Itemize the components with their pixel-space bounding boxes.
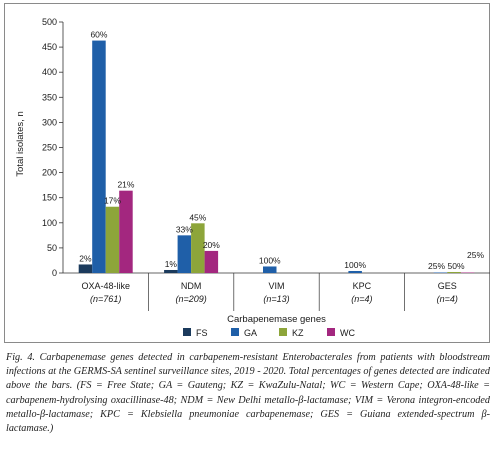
figure-frame: 0 50 100 150 200 250 300 350 400 450 500 2% 60% 17% 2… — [4, 3, 490, 343]
bar-ga — [433, 272, 448, 273]
bar-wc — [119, 190, 133, 273]
category-n-label: (n=209) — [175, 294, 206, 304]
category-label: VIM — [268, 281, 284, 291]
y-tick-label: 100 — [42, 218, 57, 228]
category-label: GES — [438, 281, 457, 291]
bar-percent-label: 17% — [104, 196, 121, 206]
chart-axes: 0 50 100 150 200 250 300 350 400 450 500 — [42, 17, 490, 311]
category-label: OXA-48-like — [81, 281, 130, 291]
legend-label-wc: WC — [340, 328, 355, 338]
bar-percent-label: 50% — [448, 261, 465, 271]
category-n-label: (n=4) — [351, 294, 372, 304]
y-tick-label: 400 — [42, 67, 57, 77]
y-tick-label: 200 — [42, 168, 57, 178]
y-tick-label: 300 — [42, 117, 57, 127]
bar-kz — [447, 271, 461, 273]
bar-ga — [348, 270, 362, 273]
bar-percent-label: 33% — [176, 224, 193, 234]
legend-swatch-kz — [279, 328, 287, 336]
y-tick-label: 450 — [42, 42, 57, 52]
y-tick-label: 350 — [42, 92, 57, 102]
y-tick-label: 50 — [47, 243, 57, 253]
legend-label-ga: GA — [244, 328, 257, 338]
legend-swatch-fs — [183, 328, 191, 336]
bar-kz — [191, 223, 205, 273]
legend-label-kz: KZ — [292, 328, 304, 338]
bar-percent-label: 45% — [189, 212, 206, 222]
y-tick-label: 150 — [42, 193, 57, 203]
bar-ga — [92, 40, 106, 273]
bar-fs — [78, 264, 93, 273]
y-tick-label: 250 — [42, 143, 57, 153]
chart-legend: FS GA KZ WC — [183, 328, 355, 338]
category-n-label: (n=13) — [263, 294, 289, 304]
bar-percent-label: 100% — [344, 260, 366, 270]
chart-bars — [78, 40, 475, 273]
chart-labels: 2% 60% 17% 21% OXA-48-like (n=761) 1% 33% 45% 20%… — [79, 30, 484, 304]
bar-percent-label: 20% — [203, 240, 220, 250]
bar-ga — [263, 266, 277, 273]
bar-percent-label: 21% — [117, 180, 134, 190]
legend-label-fs: FS — [196, 328, 208, 338]
bar-percent-label: 1% — [165, 259, 178, 269]
bar-wc — [204, 250, 219, 273]
y-tick-label: 500 — [42, 17, 57, 27]
legend-swatch-ga — [231, 328, 239, 336]
bar-percent-label: 25% — [428, 261, 445, 271]
legend-swatch-wc — [327, 328, 335, 336]
bar-ga — [177, 235, 192, 273]
bar-fs — [164, 269, 178, 273]
bar-percent-label: 60% — [90, 30, 107, 40]
bar-kz — [105, 206, 120, 273]
bar-percent-label: 2% — [79, 253, 92, 263]
category-n-label: (n=761) — [90, 294, 121, 304]
bar-percent-label: 25% — [467, 250, 484, 260]
bar-wc — [460, 272, 475, 273]
y-tick-label: 0 — [52, 268, 57, 278]
bar-percent-label: 100% — [259, 255, 281, 265]
category-label: KPC — [353, 281, 372, 291]
y-axis-title: Total isolates, n — [15, 111, 26, 176]
figure-caption: Fig. 4. Carbapenemase genes detected in … — [6, 352, 490, 435]
x-axis-title: Carbapenemase genes — [227, 314, 326, 325]
category-label: NDM — [181, 281, 202, 291]
category-n-label: (n=4) — [437, 294, 458, 304]
